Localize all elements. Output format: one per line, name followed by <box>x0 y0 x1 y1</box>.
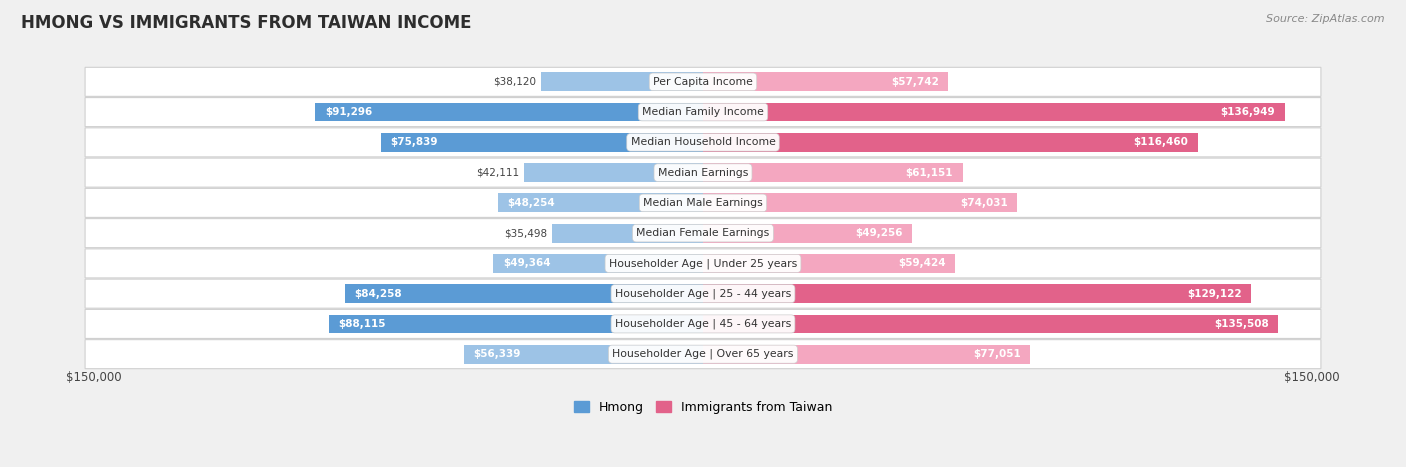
FancyBboxPatch shape <box>86 340 1320 368</box>
Text: $135,508: $135,508 <box>1215 319 1270 329</box>
Text: $49,256: $49,256 <box>855 228 903 238</box>
Bar <box>381 133 703 152</box>
Text: Median Female Earnings: Median Female Earnings <box>637 228 769 238</box>
Bar <box>464 345 703 363</box>
Text: $88,115: $88,115 <box>339 319 385 329</box>
Text: $75,839: $75,839 <box>391 137 439 148</box>
Bar <box>703 224 912 242</box>
Bar <box>703 133 1198 152</box>
Text: Householder Age | Over 65 years: Householder Age | Over 65 years <box>612 349 794 360</box>
Text: $150,000: $150,000 <box>66 371 121 384</box>
Bar <box>315 103 703 121</box>
Bar <box>344 284 703 303</box>
Text: $48,254: $48,254 <box>508 198 555 208</box>
Text: Per Capita Income: Per Capita Income <box>652 77 754 87</box>
Text: $56,339: $56,339 <box>474 349 520 359</box>
Bar <box>329 315 703 333</box>
Text: $38,120: $38,120 <box>494 77 536 87</box>
Text: $74,031: $74,031 <box>960 198 1008 208</box>
Text: $116,460: $116,460 <box>1133 137 1188 148</box>
Text: $57,742: $57,742 <box>891 77 939 87</box>
FancyBboxPatch shape <box>86 219 1320 248</box>
FancyBboxPatch shape <box>86 158 1320 187</box>
Text: HMONG VS IMMIGRANTS FROM TAIWAN INCOME: HMONG VS IMMIGRANTS FROM TAIWAN INCOME <box>21 14 471 32</box>
Text: $77,051: $77,051 <box>973 349 1021 359</box>
FancyBboxPatch shape <box>86 249 1320 278</box>
Bar <box>524 163 703 182</box>
Bar <box>703 345 1031 363</box>
Text: Median Earnings: Median Earnings <box>658 168 748 177</box>
Bar <box>703 315 1278 333</box>
Text: $136,949: $136,949 <box>1220 107 1275 117</box>
Bar <box>553 224 703 242</box>
Text: $49,364: $49,364 <box>503 258 551 269</box>
FancyBboxPatch shape <box>86 188 1320 218</box>
FancyBboxPatch shape <box>86 98 1320 127</box>
Text: Householder Age | Under 25 years: Householder Age | Under 25 years <box>609 258 797 269</box>
Text: Householder Age | 25 - 44 years: Householder Age | 25 - 44 years <box>614 289 792 299</box>
Text: $42,111: $42,111 <box>477 168 519 177</box>
Bar <box>703 103 1285 121</box>
Text: Median Household Income: Median Household Income <box>630 137 776 148</box>
Bar <box>703 193 1018 212</box>
Text: $91,296: $91,296 <box>325 107 373 117</box>
Bar <box>494 254 703 273</box>
FancyBboxPatch shape <box>86 67 1320 96</box>
Text: $59,424: $59,424 <box>898 258 946 269</box>
Text: Median Family Income: Median Family Income <box>643 107 763 117</box>
Bar <box>703 254 955 273</box>
FancyBboxPatch shape <box>86 279 1320 308</box>
Bar <box>703 72 948 91</box>
Text: $35,498: $35,498 <box>503 228 547 238</box>
FancyBboxPatch shape <box>86 309 1320 339</box>
Bar <box>703 284 1251 303</box>
Text: $61,151: $61,151 <box>905 168 953 177</box>
FancyBboxPatch shape <box>86 128 1320 157</box>
Text: Householder Age | 45 - 64 years: Householder Age | 45 - 64 years <box>614 318 792 329</box>
Text: Source: ZipAtlas.com: Source: ZipAtlas.com <box>1267 14 1385 24</box>
Legend: Hmong, Immigrants from Taiwan: Hmong, Immigrants from Taiwan <box>568 396 838 419</box>
Text: Median Male Earnings: Median Male Earnings <box>643 198 763 208</box>
Bar <box>498 193 703 212</box>
Bar <box>541 72 703 91</box>
Text: $84,258: $84,258 <box>354 289 402 299</box>
Bar <box>703 163 963 182</box>
Text: $150,000: $150,000 <box>1285 371 1340 384</box>
Text: $129,122: $129,122 <box>1187 289 1241 299</box>
